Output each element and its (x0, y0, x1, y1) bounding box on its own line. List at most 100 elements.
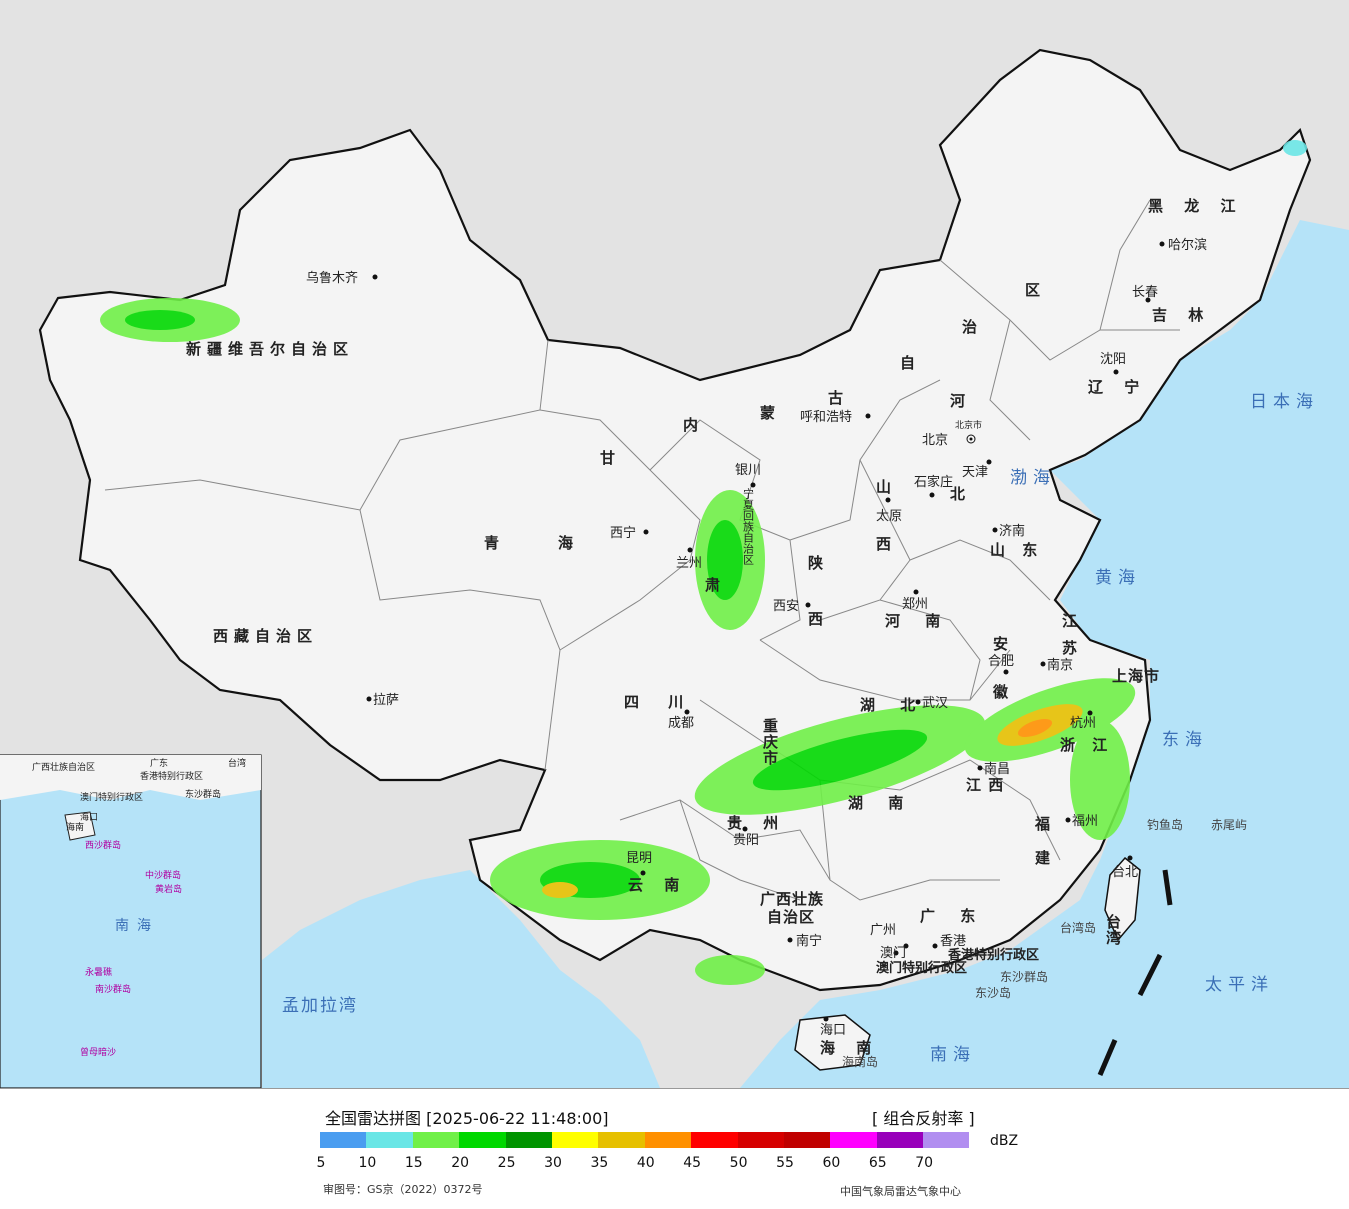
city-jinan: 济南 (999, 523, 1025, 539)
sea-bay-of-bengal (262, 870, 660, 1088)
city-nanjing: 南京 (1047, 657, 1073, 673)
label-zhejiang: 浙 江 (1060, 736, 1113, 754)
city-changchun: 长春 (1132, 285, 1158, 300)
south-china-sea-inset (0, 754, 262, 1088)
label-guangxi1: 广西壮族 (760, 890, 824, 908)
label-an: 安 (993, 635, 1009, 653)
label-riben-hai: 日本海 (1250, 392, 1319, 412)
label-fu: 福 (1034, 815, 1051, 833)
label-zi: 自 (900, 354, 916, 372)
label-jilin: 吉 林 (1152, 306, 1211, 324)
legend-unit: dBZ (990, 1133, 1019, 1149)
color-scale-tick: 45 (683, 1155, 702, 1171)
legend-panel: 全国雷达拼图 [2025-06-22 11:48:00] [ 组合反射率 ] d… (0, 1088, 1349, 1209)
label-chiwei: 赤尾屿 (1211, 818, 1247, 832)
color-swatch (459, 1132, 506, 1148)
label-yunnan: 云 南 (628, 876, 687, 894)
province-borders (104, 199, 1180, 901)
radar-echoes (100, 140, 1307, 985)
nine-dash-line (1097, 869, 1173, 1076)
city-xianggang: 香港 (940, 934, 966, 949)
color-scale-tick: 60 (822, 1155, 841, 1171)
label-huanghai: 黄海 (1095, 568, 1141, 588)
color-swatch (320, 1132, 367, 1148)
inset-labels: 广西壮族自治区 广东 台湾 香港特别行政区 澳门特别行政区 东沙群岛 海南 海口… (32, 757, 246, 1058)
color-swatch (644, 1132, 692, 1148)
color-swatch (598, 1132, 645, 1148)
label-liaoning: 辽 宁 (1088, 378, 1147, 396)
city-guangzhou: 广州 (870, 923, 896, 938)
radar-map: 新疆维吾尔自治区 西藏自治区 青 海 甘 肃 内 蒙 古 自 治 区 黑 龙 江… (0, 0, 1349, 1088)
label-guizhou: 贵 州 (727, 814, 786, 832)
label-jian: 建 (1035, 849, 1051, 867)
inset-label-hk: 香港特别行政区 (140, 770, 203, 782)
label-diaoyu: 钓鱼岛 (1147, 817, 1183, 832)
label-hai: 海 (558, 534, 574, 552)
city-lanzhou: 兰州 (676, 556, 702, 571)
label-gu: 古 (828, 389, 844, 407)
label-meng: 蒙 (760, 404, 776, 422)
color-scale-bar (320, 1132, 970, 1148)
color-swatch (505, 1132, 552, 1148)
province-labels: 新疆维吾尔自治区 西藏自治区 青 海 甘 肃 内 蒙 古 自 治 区 黑 龙 江… (186, 197, 1235, 1057)
city-nanchang: 南昌 (984, 761, 1010, 777)
color-scale-tick: 5 (316, 1155, 326, 1171)
label-hk-sar: 香港特别行政区 (947, 947, 1039, 963)
label-henan: 河 南 (885, 612, 950, 630)
city-aomen: 澳门 (880, 945, 906, 961)
color-scale-tick: 20 (451, 1155, 470, 1171)
label-bohai: 渤海 (1010, 468, 1056, 488)
city-xian: 西安 (773, 599, 799, 614)
inset-label-nansha: 南沙群岛 (95, 983, 131, 995)
label-guangdong: 广 东 (920, 907, 985, 925)
label-hunan: 湖 南 (848, 794, 913, 812)
city-hefei: 合肥 (988, 654, 1014, 669)
label-mengjiala-wan: 孟加拉湾 (282, 996, 358, 1016)
city-yinchuan: 银川 (735, 463, 761, 478)
color-swatch (691, 1132, 738, 1148)
label-dongsha-island: 东沙岛 (975, 985, 1011, 1000)
label-taipingyang: 太平洋 (1205, 975, 1274, 995)
inset-label-dongsha: 东沙群岛 (185, 788, 221, 800)
color-scale-tick: 30 (544, 1155, 562, 1171)
city-tianjin: 天津 (962, 465, 988, 480)
city-hangzhou: 杭州 (1070, 716, 1096, 731)
label-shandong: 山 东 (990, 541, 1043, 559)
inset-label-haikou: 海口 (80, 811, 98, 823)
city-zhengzhou: 郑州 (902, 597, 928, 612)
inset-label-yongshu: 永暑礁 (85, 966, 112, 978)
inset-label-zengmu: 曾母暗沙 (80, 1046, 116, 1058)
label-shaanxi: 西 (808, 610, 824, 628)
city-taiyuan: 太原 (876, 509, 902, 524)
label-hainan: 海 南 (820, 1039, 879, 1057)
label-guangxi2: 自治区 (767, 908, 815, 926)
legend-title: 全国雷达拼图 [2025-06-22 11:48:00] (325, 1109, 609, 1128)
label-qu: 区 (1025, 281, 1041, 299)
label-xinjiang: 新疆维吾尔自治区 (186, 340, 354, 358)
city-haikou: 海口 (820, 1023, 846, 1038)
label-bei: 北 (950, 485, 966, 503)
color-scale-tick: 65 (868, 1155, 887, 1171)
city-taibei: 台北 (1112, 865, 1138, 880)
city-huhehaote: 呼和浩特 (800, 410, 852, 425)
inset-label-guangdong: 广东 (150, 757, 168, 769)
color-scale-tick: 15 (404, 1155, 423, 1171)
other-labels: 香港特别行政区 澳门特别行政区 北京市 钓鱼岛 赤尾屿 东沙群岛 东沙岛 海南岛… (282, 392, 1319, 1069)
city-shenyang: 沈阳 (1100, 352, 1126, 367)
taiwan-land (1104, 856, 1141, 942)
color-swatch (923, 1132, 970, 1148)
inset-label-macau: 澳门特别行政区 (80, 791, 143, 803)
inset-label-hainan: 海南 (66, 821, 84, 833)
label-macau-sar: 澳门特别行政区 (876, 960, 967, 976)
label-gan: 甘 (600, 449, 616, 467)
label-jiang: 江 (1062, 612, 1078, 630)
label-xizang: 西藏自治区 (213, 627, 318, 645)
color-swatch (366, 1132, 413, 1148)
color-scale-tick: 10 (358, 1155, 377, 1171)
label-donghai: 东海 (1162, 730, 1208, 750)
color-swatch (412, 1132, 460, 1148)
color-swatch (876, 1132, 924, 1148)
color-scale-tick: 55 (776, 1155, 794, 1171)
inset-label-taiwan: 台湾 (228, 757, 246, 769)
map-canvas: 新疆维吾尔自治区 西藏自治区 青 海 甘 肃 内 蒙 古 自 治 区 黑 龙 江… (0, 48, 1349, 1088)
